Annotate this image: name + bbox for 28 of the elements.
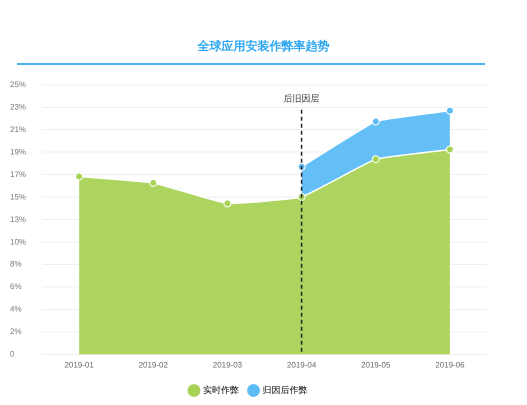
point (372, 155, 380, 164)
chart-title: 全球应用安装作弊率趋势 (196, 38, 330, 55)
y-tick-label: 0 (10, 350, 15, 359)
y-tick-label: 2% (10, 327, 22, 336)
y-tick-label: 23% (10, 102, 26, 112)
x-tick-label: 2019-06 (435, 360, 466, 370)
x-tick-label: 2019-05 (361, 360, 391, 370)
x-tick-label: 2019-02 (138, 360, 168, 370)
y-tick-label: 8% (10, 260, 22, 269)
point (446, 106, 454, 115)
y-tick-label: 4% (10, 304, 22, 314)
legend-label: 归因后作弊 (262, 384, 308, 395)
y-tick-label: 15% (10, 192, 26, 202)
y-tick-label: 13% (10, 214, 26, 224)
y-tick-label: 6% (10, 282, 22, 292)
y-tick-label: 21% (10, 124, 26, 134)
y-tick-label: 25% (10, 80, 26, 90)
y-tick-label: 10% (10, 237, 26, 246)
x-tick-label: 2019-01 (64, 360, 94, 370)
point (149, 178, 158, 187)
ref-line-label: 后旧因层 (284, 94, 320, 105)
x-tick-label: 2019-03 (212, 360, 243, 370)
y-tick-label: 17% (10, 170, 26, 179)
y-tick-label: 19% (10, 147, 26, 156)
x-tick-label: 2019-04 (286, 360, 317, 370)
point (446, 146, 454, 154)
legend-label: 实时作弊 (203, 384, 239, 395)
point (223, 199, 232, 208)
